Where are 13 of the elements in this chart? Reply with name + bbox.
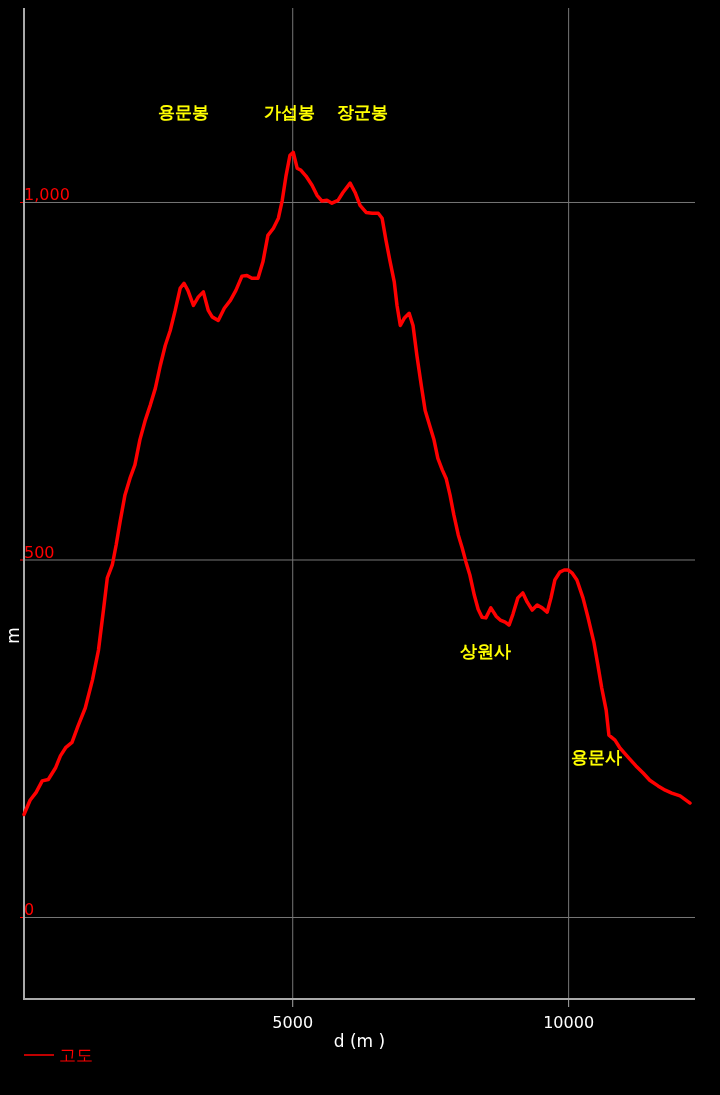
- y-tick-label: 1,000: [24, 185, 70, 205]
- y-tick-label: 500: [24, 542, 55, 562]
- x-axis-title: d (m ): [333, 1031, 386, 1051]
- annotation: 가섭봉: [263, 102, 315, 122]
- x-tick-label: 10000: [543, 1013, 595, 1032]
- annotation: 용문봉: [157, 102, 209, 122]
- annotation: 상원사: [459, 641, 511, 661]
- y-axis-title: m: [3, 627, 23, 644]
- y-tick-label: 0: [24, 900, 35, 920]
- annotation: 용문사: [570, 747, 622, 767]
- x-tick-label: 5000: [272, 1013, 314, 1032]
- legend-label: 고도: [59, 1045, 93, 1065]
- annotation: 장군봉: [336, 102, 388, 122]
